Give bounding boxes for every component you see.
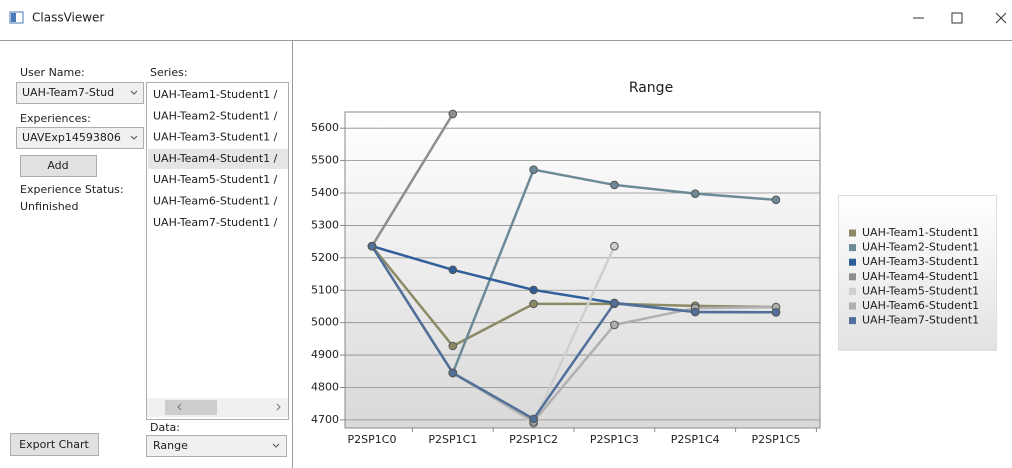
label: User Name: xyxy=(20,66,85,79)
legend-label: UAH-Team1-Student1 xyxy=(862,226,979,239)
y-tick-label: 5200 xyxy=(311,251,339,264)
selected-item xyxy=(148,148,288,169)
data-point xyxy=(529,285,538,295)
label: Series: xyxy=(150,66,188,79)
x-tick-label: P2SP1C2 xyxy=(509,433,558,446)
data-point xyxy=(448,109,458,119)
y-tick-label: 4800 xyxy=(311,380,339,393)
label: Data: xyxy=(150,421,180,434)
x-tick-label: P2SP1C3 xyxy=(590,433,639,446)
y-tick-label: 4700 xyxy=(311,413,339,426)
list-item: UAH-Team7-Student1 / xyxy=(153,216,278,229)
legend-label: UAH-Team5-Student1 xyxy=(862,284,979,297)
series-line xyxy=(371,245,777,348)
scroll-arrows xyxy=(177,403,281,411)
data-point xyxy=(610,298,619,308)
combobox-value: UAVExp14593806 xyxy=(22,131,121,144)
chevron xyxy=(272,443,280,448)
legend-swatch xyxy=(849,273,856,281)
scroll-thumb[interactable] xyxy=(165,400,217,415)
legend-label: UAH-Team2-Student1 xyxy=(862,241,979,254)
list-item: UAH-Team4-Student1 / xyxy=(153,152,278,165)
add-button[interactable] xyxy=(20,155,97,177)
legend-label: UAH-Team6-Student1 xyxy=(862,299,979,312)
user-combobox[interactable] xyxy=(16,82,144,104)
status-text: Unfinished xyxy=(20,200,78,213)
chevron xyxy=(130,90,138,95)
data-point xyxy=(448,341,458,351)
x-tick-label: P2SP1C0 xyxy=(348,433,397,446)
list-item: UAH-Team2-Student1 / xyxy=(153,109,278,122)
y-tick-label: 5100 xyxy=(311,283,339,296)
data-point xyxy=(771,195,781,205)
legend-swatch xyxy=(849,302,856,310)
legend-swatch xyxy=(849,317,856,325)
x-tick-label: P2SP1C5 xyxy=(752,433,801,446)
y-tick-label: 5000 xyxy=(311,316,339,329)
y-tick-label: 4900 xyxy=(311,348,339,361)
legend xyxy=(838,195,997,351)
data-point xyxy=(610,241,619,251)
data-point xyxy=(610,180,619,190)
data-point xyxy=(529,414,538,424)
data-point xyxy=(690,307,700,317)
combobox-value: UAH-Team7-Stud xyxy=(22,86,114,99)
list-item: UAH-Team6-Student1 / xyxy=(153,195,278,208)
data-combobox[interactable] xyxy=(146,435,287,457)
label: Experience Status: xyxy=(20,183,124,196)
list-item: UAH-Team5-Student1 / xyxy=(153,173,278,186)
export-button[interactable] xyxy=(10,433,99,456)
legend-label: UAH-Team4-Student1 xyxy=(862,270,979,283)
y-tick-label: 5500 xyxy=(311,154,339,167)
x-tick-label: P2SP1C1 xyxy=(428,433,477,446)
legend-items: UAH-Team1-Student1UAH-Team2-Student1UAH-… xyxy=(849,226,979,327)
y-tick-label: 5600 xyxy=(311,121,339,134)
legend-label: UAH-Team7-Student1 xyxy=(862,314,979,327)
sidebar: User Name: UAH-Team7-Stud Experiences: U… xyxy=(10,66,289,457)
list-item: UAH-Team1-Student1 / xyxy=(153,88,278,101)
chart-title: Range xyxy=(629,80,673,96)
experience-combobox[interactable] xyxy=(16,127,144,149)
app-icon xyxy=(9,11,24,24)
chevron xyxy=(130,135,138,140)
series-line xyxy=(370,245,777,421)
close-button[interactable] xyxy=(995,12,1007,24)
data-point xyxy=(448,368,458,378)
data-point xyxy=(529,165,538,174)
combobox-value: Range xyxy=(153,439,188,452)
legend-swatch xyxy=(849,229,856,237)
x-tick-label: P2SP1C4 xyxy=(671,433,720,446)
y-tick-label: 5300 xyxy=(311,218,339,231)
maximize-button[interactable] xyxy=(951,12,963,24)
plot-area xyxy=(344,111,821,429)
legend-swatch xyxy=(849,258,856,266)
legend-swatch xyxy=(849,244,856,252)
series-line xyxy=(370,113,454,247)
data-point xyxy=(690,189,700,198)
series-listbox[interactable] xyxy=(146,82,289,420)
button-label: Add xyxy=(47,159,68,172)
app-icon-part xyxy=(11,13,16,22)
label: Experiences: xyxy=(20,112,91,125)
title-bar xyxy=(0,0,1012,36)
data-point xyxy=(771,307,781,317)
window-title: ClassViewer xyxy=(32,11,104,25)
legend-label: UAH-Team3-Student1 xyxy=(862,255,979,268)
button-label: Export Chart xyxy=(19,438,89,451)
legend-swatch xyxy=(849,287,856,295)
data-point xyxy=(529,299,538,309)
chart: 4700 4800 4900 5000 5100 5200 5300 5400 5500 5600… xyxy=(311,109,820,446)
list-item: UAH-Team3-Student1 / xyxy=(153,131,278,144)
list-items: UAH-Team1-Student1 / UAH-Team2-Student1 /… xyxy=(148,88,288,229)
data-point xyxy=(367,241,377,251)
data-point xyxy=(610,320,619,330)
y-tick-label: 5400 xyxy=(311,186,339,199)
data-point xyxy=(448,265,458,275)
